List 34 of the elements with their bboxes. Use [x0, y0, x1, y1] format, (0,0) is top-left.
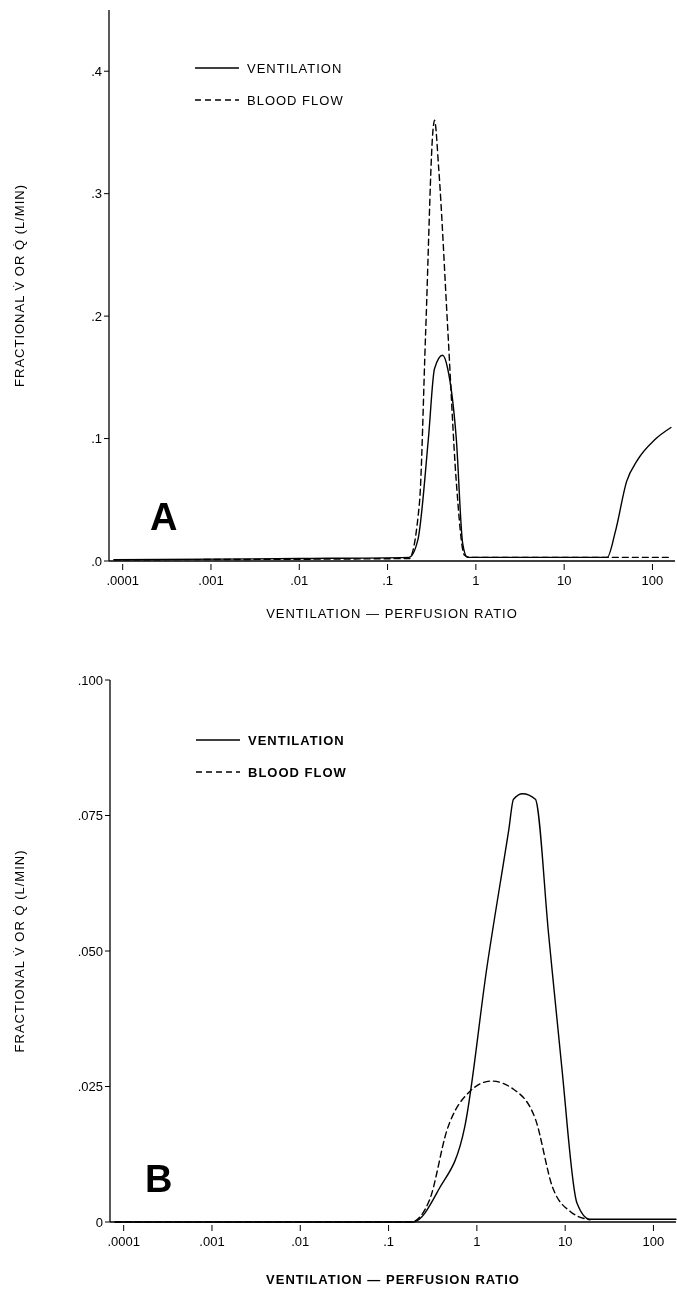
y-axis-title: FRACTIONAL V̇ OR Q̇ (L/MIN)	[12, 849, 27, 1053]
legend-label: BLOOD FLOW	[248, 764, 347, 780]
legend-label: VENTILATION	[248, 732, 345, 748]
x-tick-label: 10	[556, 573, 572, 588]
x-tick-label: .0001	[106, 573, 139, 588]
y-tick-label: .0	[91, 553, 102, 569]
x-tick-label: .1	[382, 573, 393, 588]
y-axis-title: FRACTIONAL V̇ OR Q̇ (L/MIN)	[12, 184, 27, 387]
legend-label: BLOOD FLOW	[247, 92, 344, 108]
y-tick-label: .075	[77, 808, 103, 824]
y-tick-label: .4	[91, 63, 102, 79]
x-axis-title: VENTILATION — PERFUSION RATIO	[266, 1272, 520, 1287]
y-tick-label: .100	[77, 672, 103, 688]
x-tick-label: 10	[557, 1234, 573, 1249]
x-tick-label: .001	[199, 1234, 225, 1249]
x-tick-label: .1	[383, 1234, 394, 1249]
x-tick-label: .001	[198, 573, 224, 588]
x-axis-title: VENTILATION — PERFUSION RATIO	[266, 606, 518, 621]
x-tick-label: 1	[473, 1234, 481, 1249]
annotation: A	[150, 496, 178, 538]
y-tick-label: .1	[91, 431, 102, 447]
y-tick-label: .3	[91, 186, 102, 202]
legend-label: VENTILATION	[247, 60, 343, 76]
y-tick-label: .2	[91, 308, 102, 324]
x-tick-label: .01	[291, 1234, 310, 1249]
y-tick-label: .025	[77, 1079, 103, 1095]
x-tick-label: .01	[290, 573, 309, 588]
y-tick-label: .050	[77, 943, 103, 959]
y-tick-label: 0	[95, 1214, 103, 1230]
x-tick-label: 1	[472, 573, 480, 588]
x-tick-label: 100	[642, 1234, 665, 1249]
x-tick-label: 100	[641, 573, 664, 588]
x-tick-label: .0001	[107, 1234, 140, 1249]
annotation: B	[145, 1158, 173, 1200]
